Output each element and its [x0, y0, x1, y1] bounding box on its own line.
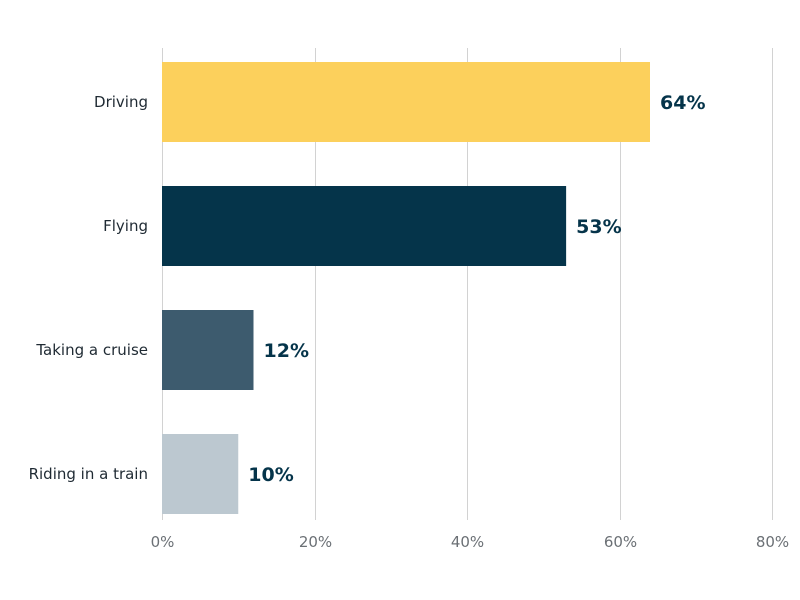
data-label: 12% — [264, 340, 309, 362]
category-label: Driving — [94, 93, 148, 111]
bar-flying — [162, 186, 567, 266]
bar-driving — [162, 62, 650, 142]
data-label: 10% — [248, 464, 293, 486]
data-label: 53% — [576, 216, 621, 238]
x-tick-label: 20% — [299, 533, 332, 551]
x-tick-label: 0% — [151, 533, 175, 551]
data-label: 64% — [660, 92, 705, 114]
bar-riding-in-a-train — [162, 434, 239, 514]
labels: 0% 20% 40% 60% 80% Driving 64% Flying 53% Taking … — [29, 92, 790, 551]
category-label: Flying — [103, 217, 148, 235]
x-tick-label: 40% — [451, 533, 484, 551]
bar-taking-a-cruise — [162, 310, 254, 390]
x-tick-label: 60% — [604, 533, 637, 551]
category-label: Taking a cruise — [35, 341, 148, 359]
category-label: Riding in a train — [29, 465, 148, 483]
x-tick-label: 80% — [756, 533, 789, 551]
bars — [162, 62, 650, 514]
